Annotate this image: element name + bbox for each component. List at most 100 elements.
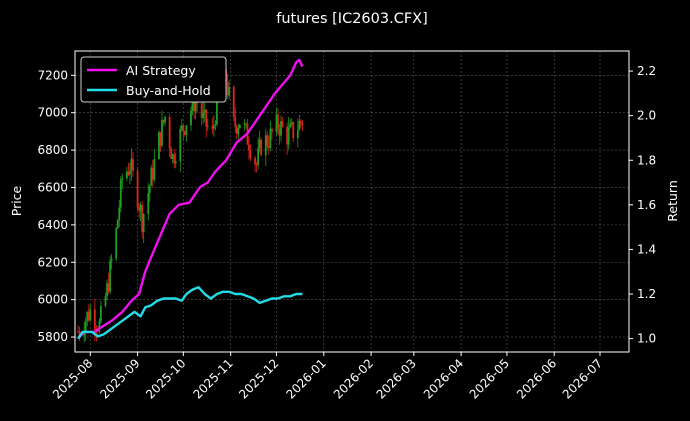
candle-body xyxy=(129,171,131,175)
return-axis: 1.0 1.2 1.4 1.6 1.8 2.0 2.2 xyxy=(629,64,656,346)
price-tick-label: 6200 xyxy=(37,255,68,269)
price-tick-label: 7000 xyxy=(37,106,68,120)
candle-body xyxy=(299,120,302,124)
candle-body xyxy=(200,103,203,118)
candle-body xyxy=(170,148,173,159)
candle-body xyxy=(183,131,186,135)
candle-body xyxy=(89,309,92,321)
candle-body xyxy=(77,331,79,333)
x-tick-label: 2026-04 xyxy=(421,356,466,401)
candle-body xyxy=(164,116,166,123)
x-tick-label: 2026-03 xyxy=(374,356,419,401)
candle-body xyxy=(161,119,163,146)
candle-body xyxy=(191,94,194,111)
candle-body xyxy=(255,164,258,166)
x-tick-label: 2025-09 xyxy=(97,356,142,401)
y-axis-label-right: Return xyxy=(665,180,680,221)
x-tick-label: 2026-01 xyxy=(284,356,329,401)
return-tick-label: 1.4 xyxy=(637,242,656,256)
candle-body xyxy=(106,283,108,297)
candle-body xyxy=(292,122,295,139)
return-tick-label: 1.0 xyxy=(637,332,656,346)
candle-body xyxy=(202,112,205,118)
candle-body xyxy=(78,331,81,336)
x-axis: 2025-08 2025-09 2025-10 2025-11 2025-12 2026-… xyxy=(50,352,605,402)
candle-body xyxy=(162,119,165,123)
candle-body xyxy=(257,148,260,166)
candle-body xyxy=(125,171,128,179)
candle-body xyxy=(86,311,89,321)
candle-body xyxy=(237,128,240,134)
candle-body xyxy=(142,213,145,233)
candle-body xyxy=(278,128,281,136)
x-tick-label: 2026-02 xyxy=(331,356,376,401)
legend-label-ai-strategy: AI Strategy xyxy=(126,63,196,78)
candle-body xyxy=(173,154,176,164)
price-tick-label: 6600 xyxy=(37,180,68,194)
price-tick-label: 5800 xyxy=(37,330,68,344)
candle-body xyxy=(132,158,134,171)
candle-body xyxy=(158,132,160,159)
price-tick-label: 6800 xyxy=(37,143,68,157)
x-tick-label: 2025-08 xyxy=(50,356,95,401)
candle-body xyxy=(127,171,130,175)
candle-body xyxy=(289,123,292,128)
candle-body xyxy=(148,185,151,193)
candle-body xyxy=(270,128,273,132)
candle-body xyxy=(141,204,144,233)
x-tick-label: 2026-06 xyxy=(514,356,559,401)
buy-and-hold-line xyxy=(77,286,303,340)
candle-body xyxy=(87,311,90,321)
candle-body xyxy=(269,128,272,148)
candle-body xyxy=(296,129,299,139)
candle-body xyxy=(214,124,217,126)
candle-body xyxy=(275,114,278,132)
plot-frame xyxy=(74,50,630,353)
return-tick-label: 2.2 xyxy=(637,64,656,78)
candle-body xyxy=(180,125,183,129)
return-lines xyxy=(77,58,304,340)
candle-body xyxy=(107,283,110,292)
candle-body xyxy=(206,126,209,128)
candle-body xyxy=(168,116,171,149)
return-tick-label: 1.8 xyxy=(637,153,656,167)
candle-body xyxy=(249,150,252,158)
candle-body xyxy=(190,110,192,126)
legend: AI Strategy Buy-and-Hold xyxy=(80,56,227,103)
candle-body xyxy=(138,207,140,211)
x-tick-label: 2025-10 xyxy=(143,356,188,401)
chart-title: futures [IC2603.CFX] xyxy=(276,11,428,27)
candle-body xyxy=(182,125,185,132)
y-axis-label-left: Price xyxy=(9,185,24,216)
candle-body xyxy=(248,144,250,151)
candle-body xyxy=(96,330,99,332)
candle-body xyxy=(116,220,119,229)
candle-body xyxy=(286,126,289,145)
return-tick-label: 2.0 xyxy=(637,109,656,123)
x-tick-label: 2025-12 xyxy=(236,356,281,401)
candle-body xyxy=(243,124,246,125)
candle-body xyxy=(110,258,113,261)
candle-body xyxy=(179,128,182,162)
price-tick-label: 6000 xyxy=(37,293,68,307)
candle-body xyxy=(298,120,301,130)
candle-body xyxy=(193,94,195,112)
candle-body xyxy=(93,309,96,331)
candle-body xyxy=(119,179,122,208)
return-tick-label: 1.2 xyxy=(637,287,656,301)
x-tick-label: 2025-11 xyxy=(190,356,235,401)
candle-body xyxy=(235,126,238,134)
price-axis: 5800 6000 6200 6400 6600 6800 7000 7200 xyxy=(37,68,75,344)
candle-body xyxy=(150,167,153,186)
candle-body xyxy=(287,127,290,145)
candle-body xyxy=(232,87,235,118)
candle-body xyxy=(153,158,156,180)
candle-body xyxy=(147,192,150,214)
candle-body xyxy=(266,135,269,146)
candle-body xyxy=(211,126,214,129)
candle-body xyxy=(260,139,263,156)
candle-body xyxy=(277,114,279,129)
candle-body xyxy=(216,88,218,125)
ai-strategy-line xyxy=(77,58,304,340)
